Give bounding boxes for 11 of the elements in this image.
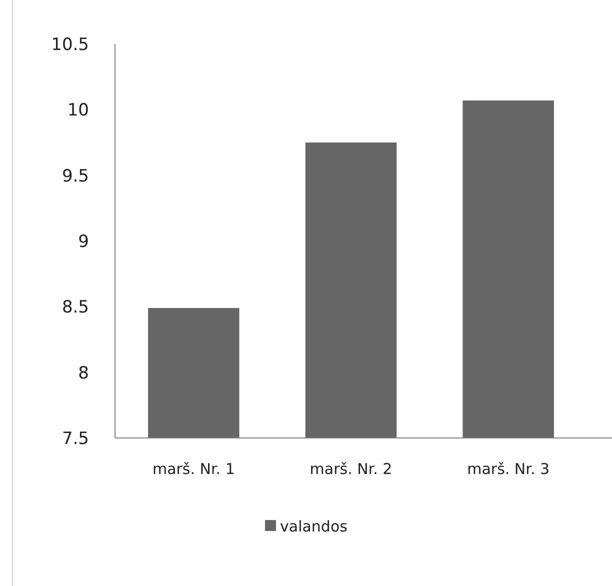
y-tick-label: 10	[67, 100, 89, 121]
y-tick-label: 7.5	[62, 428, 89, 449]
x-tick-label: marš. Nr. 1	[152, 460, 235, 478]
y-tick-label: 8	[78, 363, 89, 384]
y-tick-label: 8.5	[62, 298, 89, 318]
x-tick-label: marš. Nr. 2	[310, 460, 392, 478]
y-tick-label: 10.5	[51, 34, 89, 55]
x-tick-label: marš. Nr. 3	[467, 460, 550, 478]
y-tick-label: 9	[78, 232, 89, 252]
y-tick-label: 9.5	[62, 166, 89, 186]
legend-label: valandos	[280, 517, 348, 536]
